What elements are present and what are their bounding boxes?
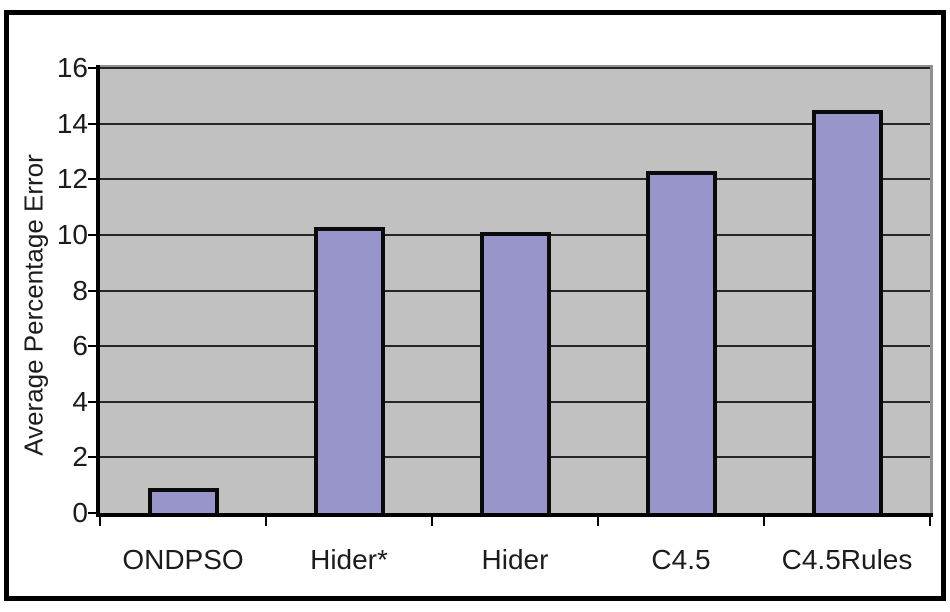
chart-outer-frame (4, 10, 946, 601)
bar (480, 232, 551, 513)
x-tick-mark (431, 517, 433, 526)
y-tick-label: 10 (56, 218, 88, 250)
y-tick-mark (88, 289, 96, 292)
y-tick-label: 16 (56, 52, 88, 83)
y-tick-mark (88, 512, 96, 514)
bar (812, 110, 883, 513)
x-category-label: C4.5Rules (781, 544, 913, 575)
x-tick-mark (929, 517, 931, 526)
x-axis-line (96, 513, 933, 517)
gridline (100, 122, 930, 125)
x-category-label: ONDPSO (122, 544, 244, 575)
y-tick-label: 6 (72, 330, 88, 362)
y-tick-label: 12 (56, 163, 88, 195)
y-tick-label: 0 (72, 497, 88, 528)
y-tick-mark (88, 122, 96, 125)
y-tick-mark (88, 67, 96, 69)
x-tick-mark (597, 517, 599, 526)
y-axis-title: Average Percentage Error (18, 154, 49, 456)
bar (148, 488, 219, 513)
gridline (100, 178, 930, 181)
x-tick-mark (265, 517, 267, 526)
y-tick-mark (88, 178, 96, 181)
y-tick-mark (88, 400, 96, 403)
y-tick-mark (88, 345, 96, 348)
x-tick-mark (763, 517, 765, 526)
x-category-label: C4.5 (651, 544, 711, 575)
bar (646, 171, 717, 513)
bar (314, 227, 385, 513)
y-tick-label: 4 (72, 385, 88, 417)
y-tick-mark (88, 456, 96, 459)
x-tick-mark (99, 517, 101, 526)
gridline (100, 67, 930, 69)
y-tick-label: 8 (72, 274, 88, 306)
y-tick-label: 2 (72, 441, 88, 473)
y-axis-line (96, 65, 100, 517)
y-tick-label: 14 (56, 107, 88, 139)
x-category-label: Hider (481, 544, 549, 575)
y-tick-mark (88, 233, 96, 236)
x-category-label: Hider* (310, 544, 388, 575)
